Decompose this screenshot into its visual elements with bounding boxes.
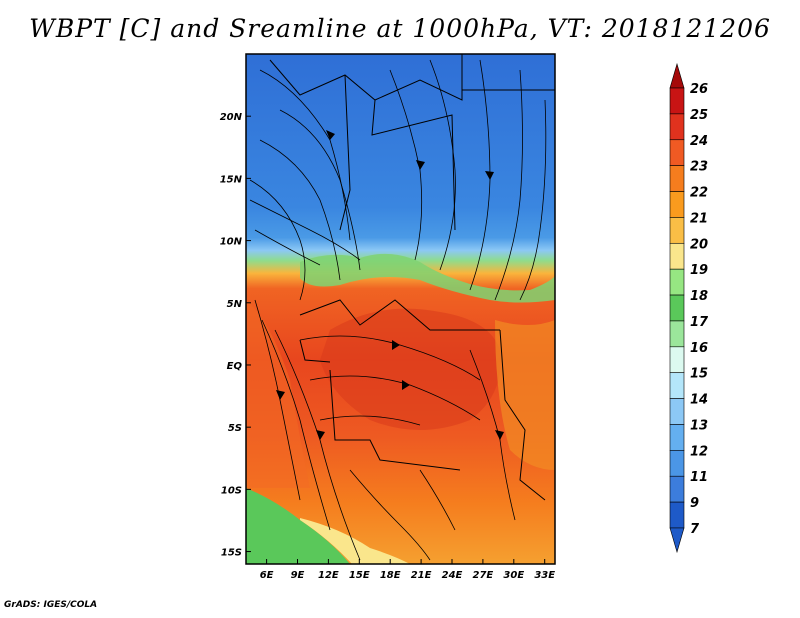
lat-tick-label: 15S bbox=[221, 548, 242, 559]
colorbar-label: 17 bbox=[690, 315, 709, 330]
colorbar-label: 11 bbox=[690, 470, 708, 485]
chart-title: WBPT [C] and Sreamline at 1000hPa, VT: 2… bbox=[29, 14, 771, 43]
lon-tick-label: 9E bbox=[291, 570, 305, 581]
colorbar-swatch bbox=[669, 113, 685, 141]
lon-tick-label: 33E bbox=[534, 570, 555, 581]
lat-tick-label: EQ bbox=[227, 361, 243, 372]
colorbar-swatch bbox=[669, 268, 685, 296]
colorbar-label: 23 bbox=[690, 160, 708, 175]
country-borders bbox=[269, 54, 555, 501]
lat-tick-label: 10N bbox=[220, 237, 243, 248]
lon-tick-label: 24E bbox=[442, 570, 463, 581]
colorbar-label: 24 bbox=[690, 134, 708, 149]
colorbar-label: 21 bbox=[690, 211, 708, 226]
credit-label: GrADS: IGES/COLA bbox=[4, 600, 98, 610]
map-frame bbox=[245, 53, 556, 565]
colorbar-label: 9 bbox=[690, 496, 699, 511]
colorbar-label: 12 bbox=[690, 444, 708, 459]
lat-tick-label: 15N bbox=[220, 174, 243, 185]
colorbar-label: 18 bbox=[690, 289, 708, 304]
colorbar-label: 16 bbox=[690, 341, 708, 356]
map-area bbox=[246, 54, 555, 564]
colorbar-swatch bbox=[669, 501, 685, 529]
lon-tick-label: 21E bbox=[411, 570, 432, 581]
colorbar-swatch bbox=[669, 372, 685, 399]
colorbar-label: 14 bbox=[690, 393, 708, 408]
colorbar-label: 7 bbox=[690, 522, 700, 537]
lat-tick-label: 5S bbox=[228, 423, 242, 434]
lat-tick-label: 5N bbox=[227, 299, 243, 310]
colorbar-label: 20 bbox=[690, 237, 708, 252]
lat-tick-label: 20N bbox=[220, 112, 243, 123]
colorbar-swatch bbox=[669, 475, 685, 503]
colorbar: 26 25 24 23 22 21 20 19 18 17 16 15 14 13 12 11 9 7 bbox=[669, 62, 709, 554]
colorbar-swatch bbox=[669, 398, 685, 425]
colorbar-label: 13 bbox=[690, 418, 708, 433]
wbpt-field-east-orange bbox=[495, 320, 555, 470]
wbpt-field-sw-green bbox=[246, 488, 350, 564]
colorbar-label: 15 bbox=[690, 367, 708, 382]
lat-tick-label: 10S bbox=[221, 485, 242, 496]
colorbar-swatch bbox=[669, 217, 685, 244]
longitude-axis: 6E 9E 12E 15E 18E 21E 24E 27E 30E 33E bbox=[260, 559, 555, 581]
lon-tick-label: 30E bbox=[503, 570, 524, 581]
colorbar-swatch bbox=[669, 424, 685, 451]
colorbar-bottom-arrow bbox=[669, 527, 685, 554]
lon-tick-label: 18E bbox=[380, 570, 401, 581]
colorbar-swatch bbox=[669, 294, 685, 322]
lon-tick-label: 12E bbox=[318, 570, 339, 581]
wbpt-field-green-band bbox=[300, 253, 555, 303]
streamline-arrows bbox=[276, 130, 504, 440]
lon-tick-label: 27E bbox=[473, 570, 494, 581]
colorbar-label: 25 bbox=[690, 108, 708, 123]
streamlines bbox=[249, 59, 547, 561]
colorbar-swatch bbox=[669, 320, 685, 348]
wbpt-field-warm-core bbox=[320, 308, 501, 430]
colorbar-swatch bbox=[669, 346, 685, 374]
colorbar-swatch bbox=[669, 165, 685, 192]
colorbar-label: 22 bbox=[690, 186, 708, 201]
lon-tick-label: 15E bbox=[349, 570, 370, 581]
colorbar-swatch bbox=[669, 87, 685, 115]
latitude-axis: 20N 15N 10N 5N EQ 5S 10S 15S bbox=[220, 112, 251, 559]
colorbar-label: 19 bbox=[690, 263, 708, 278]
colorbar-top-arrow bbox=[669, 62, 685, 89]
colorbar-swatch bbox=[669, 450, 685, 477]
lon-tick-label: 6E bbox=[260, 570, 274, 581]
wbpt-field-sw-yellow bbox=[300, 518, 410, 564]
colorbar-label: 26 bbox=[690, 82, 708, 97]
colorbar-swatch bbox=[669, 139, 685, 166]
colorbar-swatch bbox=[669, 191, 685, 218]
colorbar-swatch bbox=[669, 242, 685, 270]
